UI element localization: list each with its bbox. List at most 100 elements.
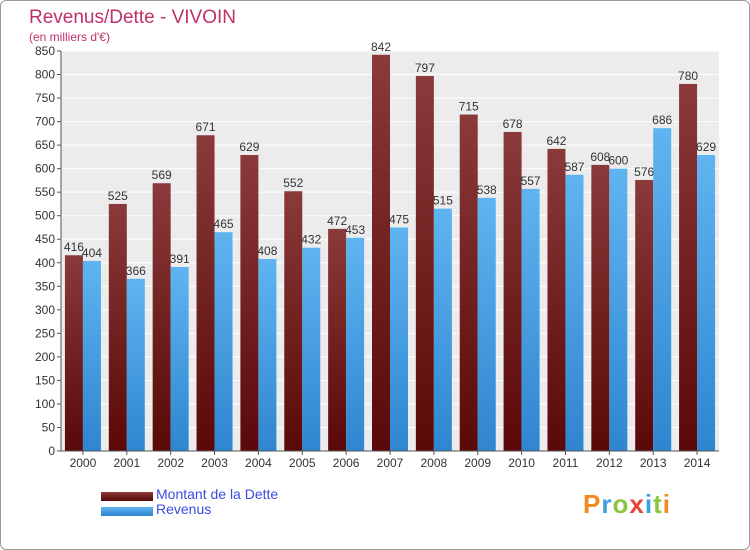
data-label-dette: 842 <box>371 40 391 54</box>
x-tick-label: 2008 <box>421 456 448 470</box>
data-label-revenus: 587 <box>564 160 584 174</box>
y-tick-label: 0 <box>48 444 55 458</box>
logo-letter: i <box>644 489 654 519</box>
logo-letter: x <box>629 489 645 519</box>
bar-revenus <box>302 247 321 451</box>
x-tick-label: 2010 <box>508 456 535 470</box>
data-label-revenus: 432 <box>301 233 321 247</box>
x-tick-label: 2000 <box>70 456 97 470</box>
x-tick-label: 2011 <box>553 456 579 470</box>
bar-revenus <box>214 232 233 451</box>
x-tick-label: 2004 <box>245 456 272 470</box>
bar-dette <box>635 179 654 452</box>
y-tick-label: 750 <box>35 91 55 105</box>
data-label-dette: 608 <box>590 150 610 164</box>
y-tick-label: 800 <box>35 68 55 82</box>
y-tick-label: 550 <box>35 185 55 199</box>
bar-dette <box>240 155 259 451</box>
x-tick-label: 2009 <box>464 456 491 470</box>
x-tick-label: 2013 <box>640 456 667 470</box>
y-tick-label: 700 <box>35 115 55 129</box>
bar-revenus <box>126 278 145 451</box>
bar-dette <box>328 228 347 451</box>
bar-revenus <box>433 208 452 451</box>
data-label-dette: 797 <box>415 61 435 75</box>
proxiti-logo: Proxiti <box>583 489 671 520</box>
data-label-revenus: 408 <box>257 244 277 258</box>
bar-revenus <box>82 260 101 451</box>
x-tick-label: 2002 <box>157 456 184 470</box>
x-tick-label: 2005 <box>289 456 316 470</box>
chart-title: Revenus/Dette - VIVOIN <box>29 7 236 28</box>
data-label-revenus: 404 <box>82 246 102 260</box>
bar-dette <box>503 131 522 452</box>
x-tick-label: 2001 <box>113 456 140 470</box>
data-label-revenus: 366 <box>126 264 146 278</box>
legend-swatch-dette <box>101 492 153 501</box>
bar-revenus <box>390 227 408 451</box>
bar-revenus <box>565 174 584 451</box>
x-tick-label: 2006 <box>333 456 360 470</box>
y-tick-label: 100 <box>35 397 55 411</box>
bar-revenus <box>258 259 277 451</box>
bar-revenus <box>170 267 189 451</box>
data-label-revenus: 600 <box>608 154 628 168</box>
data-label-dette: 416 <box>64 240 84 254</box>
y-tick-label: 400 <box>35 256 55 270</box>
bar-dette <box>152 183 171 451</box>
data-label-dette: 576 <box>634 165 654 179</box>
data-label-revenus: 557 <box>521 174 541 188</box>
bar-dette <box>284 191 303 451</box>
bar-revenus <box>521 188 540 451</box>
x-tick-label: 2003 <box>201 456 228 470</box>
bar-dette <box>459 114 478 451</box>
bar-dette <box>64 255 83 451</box>
y-tick-label: 150 <box>35 373 55 387</box>
bar-revenus <box>477 197 496 451</box>
logo-letter: r <box>601 489 613 519</box>
logo-letter: P <box>583 489 602 519</box>
y-tick-label: 450 <box>35 232 55 246</box>
legend-label-dette: Montant de la Dette <box>156 486 279 502</box>
data-label-dette: 472 <box>327 214 347 228</box>
bar-dette <box>196 135 215 451</box>
y-tick-label: 200 <box>35 350 55 364</box>
bar-revenus <box>346 237 365 451</box>
data-label-dette: 552 <box>283 176 303 190</box>
data-label-revenus: 629 <box>696 140 716 154</box>
chart-subtitle: (en milliers d'€) <box>29 30 110 44</box>
logo-letter: i <box>662 489 671 519</box>
bar-revenus <box>697 155 716 451</box>
data-label-dette: 678 <box>503 117 523 131</box>
data-label-revenus: 475 <box>389 212 409 226</box>
data-label-revenus: 465 <box>214 217 234 231</box>
data-label-dette: 525 <box>108 189 128 203</box>
legend-label-revenus: Revenus <box>156 501 212 517</box>
data-label-dette: 671 <box>196 120 216 134</box>
y-tick-label: 650 <box>35 138 55 152</box>
data-label-revenus: 538 <box>477 183 497 197</box>
y-tick-label: 850 <box>35 44 55 58</box>
bar-dette <box>108 203 127 451</box>
data-label-dette: 780 <box>678 69 698 83</box>
y-tick-label: 300 <box>35 303 55 317</box>
x-tick-label: 2014 <box>684 456 711 470</box>
bar-revenus <box>653 128 672 452</box>
logo-letter: t <box>653 489 663 519</box>
bar-dette <box>415 75 434 452</box>
x-tick-label: 2007 <box>377 456 404 470</box>
x-tick-label: 2012 <box>596 456 623 470</box>
data-label-revenus: 686 <box>652 113 672 127</box>
bar-dette <box>372 54 390 451</box>
data-label-revenus: 515 <box>433 194 453 208</box>
y-tick-label: 50 <box>42 420 56 434</box>
bar-dette <box>547 148 566 451</box>
y-tick-label: 500 <box>35 209 55 223</box>
y-tick-label: 350 <box>35 279 55 293</box>
y-tick-label: 600 <box>35 162 55 176</box>
data-label-revenus: 453 <box>345 223 365 237</box>
data-label-dette: 569 <box>152 168 172 182</box>
data-label-revenus: 391 <box>170 252 190 266</box>
